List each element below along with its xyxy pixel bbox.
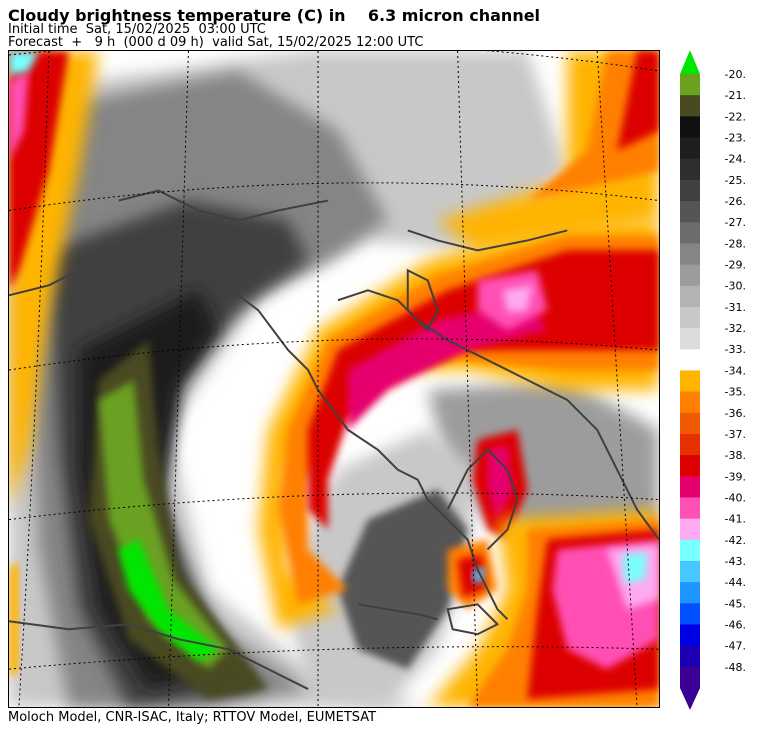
colorbar-swatch [680,476,700,498]
colorbar-swatch [680,455,700,477]
colorbar-swatch [680,264,700,287]
colorbar-swatch [680,285,700,308]
colorbar-tick-label: -40. [725,491,746,504]
colorbar-swatch [680,603,700,625]
colorbar-tick-label: -42. [725,534,746,547]
forecast-label: Forecast + 9 h (000 d 09 h) valid Sat, 1… [8,35,424,50]
colorbar-tick-label: -39. [725,470,746,483]
colorbar-tick-label: -35. [725,386,746,399]
colorbar-swatch [680,243,700,266]
chart-title: Cloudy brightness temperature (C) in 6.3… [8,6,541,25]
colorbar-tick-label: -25. [725,174,746,187]
colorbar-tick-label: -31. [725,301,746,314]
colorbar-tick-label: -32. [725,322,746,335]
colorbar-swatch [680,74,700,96]
colorbar-tick-label: -48. [725,661,746,674]
colorbar-tick-label: -46. [725,618,746,631]
colorbar-tick-label: -21. [725,89,746,102]
colorbar-swatch [680,560,700,583]
colorbar-swatch [680,306,700,329]
colorbar-tick-label: -26. [725,195,746,208]
colorbar-swatch [680,179,700,202]
colorbar-tick-label: -45. [725,597,746,610]
colorbar-tick-label: -47. [725,640,746,653]
colorbar-swatch [680,497,700,520]
colorbar-tick-label: -29. [725,259,746,272]
colorbar-tick-label: -34. [725,364,746,377]
colorbar-tick-label: -37. [725,428,746,441]
colorbar-tick-label: -43. [725,555,746,568]
graticule [9,51,659,707]
colorbar-tick-label: -28. [725,237,746,250]
colorbar-swatch [680,645,700,668]
colorbar-swatch [680,137,700,160]
colorbar-swatch [680,518,700,541]
colorbar-top-arrow [680,50,700,74]
colorbar-swatch [680,158,700,181]
colorbar-swatch [680,539,700,562]
colorbar-swatch [680,666,700,689]
colorbar-swatch [680,624,700,647]
credits-footer: Moloch Model, CNR-ISAC, Italy; RTTOV Mod… [8,710,377,725]
colorbar-tick-label: -38. [725,449,746,462]
colorbar-swatch [680,222,700,244]
colorbar-tick-label: -27. [725,216,746,229]
colorbar-swatch [680,433,700,456]
colorbar-swatch [680,582,700,604]
colorbar-swatch [680,116,700,139]
colorbar-swatch [680,370,700,393]
initial-time-label: Initial time Sat, 15/02/2025 03:00 UTC [8,22,266,37]
colorbar-swatch [680,201,700,223]
color-scale-legend: -20. -21. -22. -23. -24. -25. -26. -27. -28. -29.… [680,50,746,710]
colorbar-tick-label: -22. [725,110,746,123]
coastlines [9,189,659,690]
colorbar-tick-label: -41. [725,513,746,526]
colorbar-bottom-arrow [680,688,700,710]
colorbar-swatch [680,391,700,414]
colorbar-tick-label: -24. [725,153,746,166]
colorbar-tick-label: -44. [725,576,746,589]
colorbar-tick-label: -23. [725,132,746,145]
colorbar-swatch [680,412,700,435]
colorbar-tick-label: -36. [725,407,746,420]
satellite-map [8,50,660,708]
colorbar-swatch [680,328,700,350]
colorbar-swatch [680,349,700,371]
cloud-field [9,51,659,707]
colorbar-swatch [680,95,700,117]
colorbar-tick-label: -30. [725,280,746,293]
colorbar-tick-label: -20. [725,68,746,81]
colorbar-tick-label: -33. [725,343,746,356]
